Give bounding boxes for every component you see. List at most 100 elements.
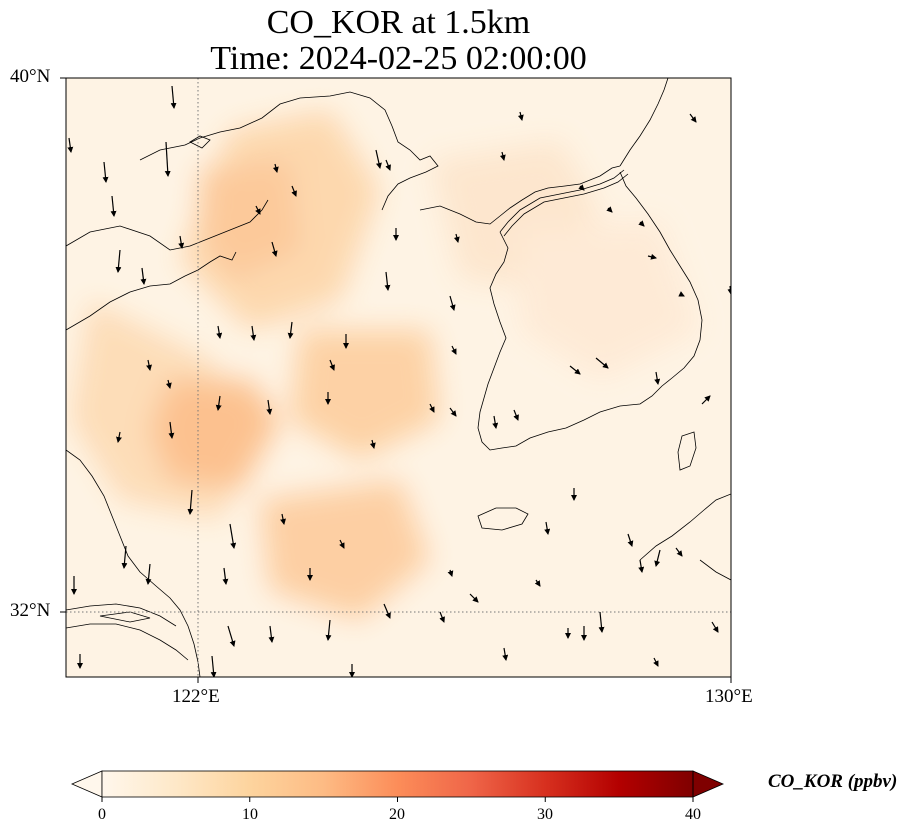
wind-arrow (325, 619, 332, 641)
wind-arrow (385, 159, 391, 171)
coastline-yangtze-island (99, 611, 151, 623)
wind-arrow (116, 431, 122, 443)
coastline-china-north (66, 199, 269, 251)
wind-arrow (492, 415, 499, 429)
colorbar-extend-low (70, 770, 103, 798)
colorbar-title: CO_KOR (ppbv) (768, 771, 898, 792)
wind-arrow (689, 113, 697, 123)
wind-vectors (67, 85, 731, 677)
cb-label-20: 20 (389, 806, 405, 823)
wind-arrow (110, 195, 117, 217)
wind-arrow (429, 403, 435, 413)
wind-arrow (595, 357, 609, 369)
wind-arrow (598, 611, 605, 633)
wind-arrow (215, 395, 222, 411)
chart-title-line1: CO_KOR at 1.5km (266, 4, 531, 41)
wind-arrow (229, 523, 237, 549)
wind-arrow (449, 295, 456, 311)
map-frame (65, 77, 732, 678)
wind-arrow (375, 149, 382, 169)
coastline-korea-east-north (619, 78, 669, 167)
wind-arrow (115, 249, 122, 273)
chart-title-line2: Time: 2024-02-25 02:00:00 (210, 40, 587, 77)
wind-arrow (499, 151, 506, 161)
wind-arrow (653, 657, 659, 667)
wind-arrow (654, 549, 661, 567)
coastline-yalu-1 (499, 169, 625, 233)
coastline-jeju (477, 507, 529, 531)
wind-arrow (569, 365, 581, 375)
colorbar-gradient (102, 771, 693, 797)
gridlines (66, 78, 731, 677)
coastline-shandong (66, 251, 237, 331)
wind-arrow (216, 325, 223, 339)
coastline-korea-nw (419, 165, 621, 225)
wind-arrow (638, 220, 645, 227)
wind-arrow (227, 625, 236, 647)
wind-arrow (268, 625, 275, 643)
wind-arrow (67, 137, 74, 153)
coastline-kyushu-south (699, 559, 731, 581)
wind-arrow (168, 421, 175, 439)
wind-arrow (329, 359, 335, 371)
wind-arrow (369, 439, 376, 449)
colorbar-extend-high (692, 770, 725, 798)
wind-arrow (654, 371, 661, 385)
coastline-china-east (66, 449, 201, 677)
concentration-field (66, 78, 731, 677)
wind-arrow (255, 205, 261, 215)
wind-arrow (165, 379, 172, 389)
wind-arrow (638, 559, 645, 573)
cb-label-0: 0 (98, 806, 106, 823)
lon-label-130E: 130°E (705, 686, 753, 707)
wind-arrow (675, 547, 683, 557)
coastline-kyushu (639, 493, 731, 561)
axis-ticks (60, 77, 732, 683)
wind-arrow (517, 111, 524, 121)
wind-arrow (145, 563, 152, 585)
wind-arrow (469, 593, 479, 603)
cb-label-30: 30 (537, 806, 553, 823)
coastlines (66, 78, 731, 677)
wind-arrow (287, 321, 294, 339)
wind-arrow (384, 271, 391, 291)
cb-label-10: 10 (242, 806, 258, 823)
wind-arrow (271, 241, 278, 257)
wind-arrow (578, 184, 585, 191)
wind-arrow (701, 395, 711, 405)
wind-arrow (280, 513, 286, 525)
lat-label-32N: 32°N (10, 600, 51, 621)
wind-arrow (678, 291, 685, 297)
wind-arrow (513, 409, 519, 421)
wind-arrow (544, 521, 551, 535)
coastline-korea-west (477, 171, 703, 451)
wind-arrow (210, 655, 217, 677)
wind-arrow (439, 611, 445, 623)
wind-arrow (502, 647, 509, 661)
wind-arrow (102, 161, 109, 183)
wind-arrow (449, 407, 457, 417)
wind-arrow (164, 141, 171, 177)
wind-arrow (711, 621, 719, 633)
wind-arrow (178, 235, 185, 249)
wind-arrow (146, 359, 152, 371)
wind-arrow (451, 345, 457, 355)
wind-arrow (140, 267, 147, 285)
wind-arrow (606, 206, 613, 213)
wind-arrow (647, 253, 657, 260)
wind-arrow (250, 325, 257, 341)
wind-arrow (170, 85, 177, 109)
coastline-liaodong (139, 91, 439, 211)
wind-arrow (339, 539, 345, 549)
coastline-tsushima (677, 431, 697, 471)
cb-label-40: 40 (685, 806, 701, 823)
wind-arrow (121, 545, 128, 569)
wind-arrow (627, 533, 634, 547)
wind-arrow (222, 567, 229, 585)
wind-arrow (534, 579, 541, 587)
wind-arrow (383, 603, 391, 619)
wind-arrow (291, 185, 297, 197)
wind-arrow (447, 569, 454, 577)
wind-arrow (266, 399, 273, 415)
lon-label-122E: 122°E (172, 686, 220, 707)
